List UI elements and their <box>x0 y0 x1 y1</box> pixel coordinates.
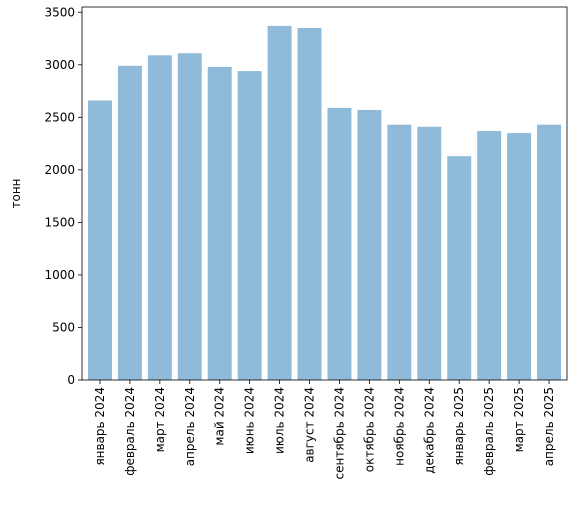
x-tick-label: октябрь 2024 <box>362 387 376 472</box>
x-tick-label: март 2024 <box>153 387 167 452</box>
x-tick-label: ноябрь 2024 <box>392 387 406 466</box>
x-tick-label: январь 2025 <box>452 387 466 466</box>
bar-январь-2024 <box>87 100 112 380</box>
x-tick-label: май 2024 <box>213 387 227 446</box>
x-tick-label: февраль 2024 <box>123 387 137 476</box>
y-tick-label: 0 <box>67 373 75 387</box>
bar-март-2025 <box>507 133 532 380</box>
x-tick-label: февраль 2025 <box>482 387 496 476</box>
bar-январь-2025 <box>447 156 472 380</box>
x-tick-label: апрель 2025 <box>542 387 556 466</box>
bar-февраль-2024 <box>117 65 142 380</box>
y-tick-label: 1000 <box>44 268 75 282</box>
y-tick-label: 2500 <box>44 110 75 124</box>
x-tick-label: сентябрь 2024 <box>332 387 346 479</box>
x-tick-label: июнь 2024 <box>243 387 257 454</box>
x-tick-label: июль 2024 <box>273 387 287 454</box>
bar-апрель-2024 <box>177 53 202 380</box>
bar-июль-2024 <box>267 25 292 380</box>
x-tick-label: апрель 2024 <box>183 387 197 466</box>
y-tick-label: 2000 <box>44 163 75 177</box>
bar-декабрь-2024 <box>417 126 442 380</box>
x-tick-label: январь 2024 <box>93 387 107 466</box>
bar-март-2024 <box>147 55 172 380</box>
bars-group <box>87 25 562 381</box>
y-tick-label: 3000 <box>44 58 75 72</box>
x-tick-label: декабрь 2024 <box>422 387 436 474</box>
x-axis-ticks: январь 2024 февраль 2024 март 2024 апрель 2… <box>93 380 556 479</box>
y-tick-label: 3500 <box>44 5 75 19</box>
y-tick-label: 500 <box>52 320 75 334</box>
bar-ноябрь-2024 <box>387 124 412 381</box>
y-axis-label: тонн <box>9 178 23 208</box>
bar-февраль-2025 <box>477 130 502 380</box>
y-axis-ticks: 0 500 1000 1500 2000 2500 3000 3500 <box>44 5 82 387</box>
bar-август-2024 <box>297 28 322 380</box>
bar-апрель-2025 <box>537 124 562 381</box>
bar-октябрь-2024 <box>357 109 382 380</box>
bar-июнь-2024 <box>237 71 262 380</box>
x-tick-label: август 2024 <box>303 387 317 463</box>
y-tick-label: 1500 <box>44 215 75 229</box>
plot-frame <box>81 6 568 381</box>
x-tick-label: март 2025 <box>512 387 526 452</box>
bar-май-2024 <box>207 66 232 380</box>
bar-сентябрь-2024 <box>327 107 352 381</box>
